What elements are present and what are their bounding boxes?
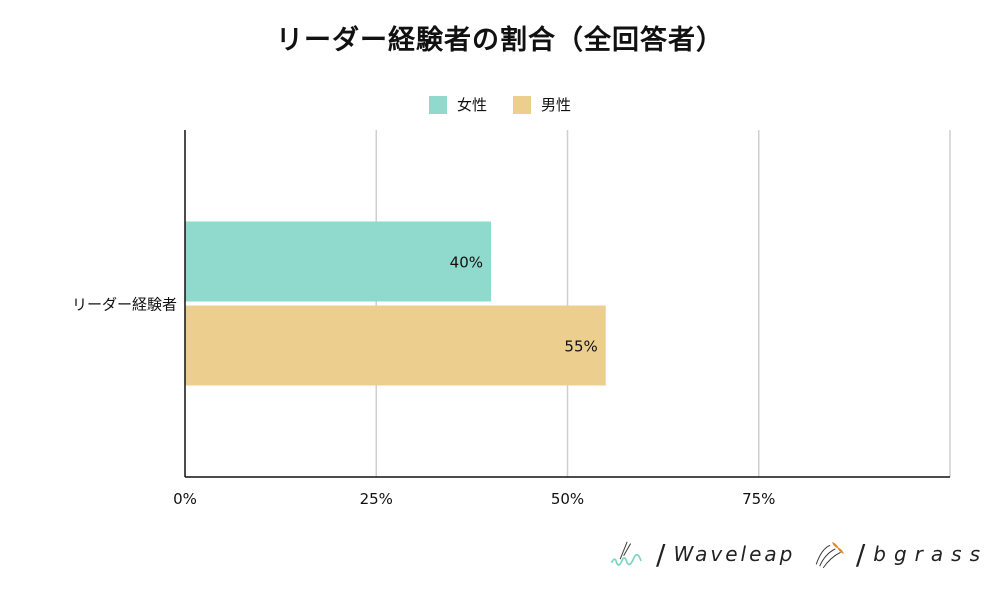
legend: 女性 男性: [0, 94, 1000, 115]
legend-item-male: 男性: [513, 94, 571, 115]
waveleap-logo-text: Waveleap: [673, 542, 796, 566]
data-label: 40%: [450, 254, 483, 272]
bgrass-logo-icon: [816, 541, 845, 569]
legend-swatch-male: [513, 95, 531, 114]
legend-label-female: 女性: [456, 96, 487, 114]
x-tick-label: 50%: [551, 490, 584, 508]
legend-label-male: 男性: [541, 96, 572, 114]
logo-divider-2: /: [855, 537, 866, 571]
waveleap-logo-icon: [610, 541, 642, 566]
legend-item-female: 女性: [428, 94, 487, 115]
chart-title: リーダー経験者の割合（全回答者）: [276, 25, 724, 56]
data-label: 55%: [564, 338, 597, 356]
brand-logos: / Waveleap / bgrass: [608, 532, 988, 576]
x-tick-label: 25%: [360, 490, 393, 508]
category-label: リーダー経験者: [72, 296, 177, 314]
x-tick-label: 0%: [173, 490, 197, 508]
bar-male: [185, 305, 606, 386]
x-tick-label: 75%: [742, 490, 775, 508]
legend-swatch-female: [428, 95, 447, 114]
bar-female: [185, 221, 491, 302]
logo-divider: /: [656, 537, 666, 571]
bgrass-logo-text: bgrass: [873, 542, 988, 566]
